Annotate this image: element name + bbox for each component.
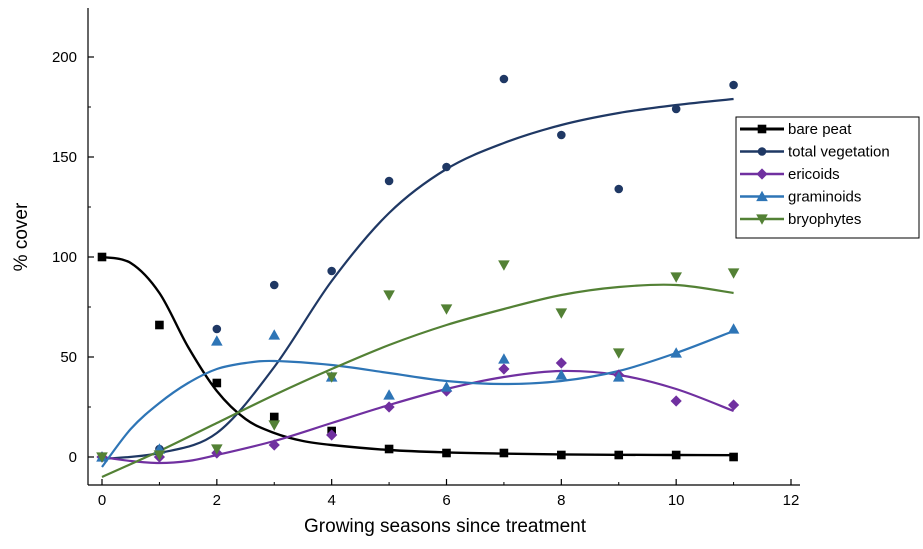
fit-line-bare-peat <box>101 255 734 457</box>
fit-line-total-vegetation <box>101 97 734 461</box>
point-bare-peat <box>212 378 222 388</box>
point-bryophytes <box>153 450 166 461</box>
point-ericoids <box>555 357 567 369</box>
point-graminoids <box>440 381 453 392</box>
point-bare-peat <box>384 444 394 454</box>
point-graminoids <box>498 353 510 364</box>
point-bryophytes <box>498 260 510 271</box>
legend-label-graminoids: graminoids <box>788 189 861 206</box>
x-tick-label: 4 <box>327 492 335 509</box>
point-graminoids <box>612 371 625 382</box>
fit-line-graminoids <box>101 329 734 468</box>
axes: 0 2 4 6 8 10 12 0 50 100 150 200 <box>52 8 800 509</box>
point-bare-peat <box>499 448 509 458</box>
y-tick-label: 150 <box>52 149 77 166</box>
point-bryophytes <box>440 304 453 315</box>
x-tick-label: 2 <box>213 492 221 509</box>
legend-label-total-vegetation: total vegetation <box>788 144 890 161</box>
point-ericoids <box>727 399 740 411</box>
point-bare-peat <box>155 320 164 330</box>
x-tick-label: 6 <box>442 492 450 509</box>
point-graminoids <box>727 323 740 334</box>
point-bare-peat <box>729 452 738 462</box>
point-graminoids <box>670 347 682 358</box>
point-ericoids <box>326 429 338 441</box>
point-total-vegetation <box>729 80 738 90</box>
legend-marker-bryophytes <box>756 214 768 225</box>
point-bryophytes <box>670 272 682 283</box>
point-total-vegetation <box>614 184 624 194</box>
point-graminoids <box>383 389 395 400</box>
point-bryophytes <box>268 420 281 431</box>
legend: bare peat total vegetation ericoids gramino… <box>735 116 920 239</box>
legend-label-ericoids: ericoids <box>788 166 840 183</box>
point-bare-peat <box>442 448 451 458</box>
point-bryophytes <box>555 308 568 319</box>
point-graminoids <box>268 329 281 340</box>
legend-marker-ericoids <box>756 168 768 180</box>
legend-marker-graminoids <box>756 190 768 202</box>
x-tick-label: 12 <box>783 492 800 509</box>
point-total-vegetation <box>557 130 566 140</box>
point-bryophytes <box>325 372 338 383</box>
point-bare-peat <box>671 450 681 460</box>
legend-marker-total-vegetation <box>757 147 767 156</box>
point-ericoids <box>498 363 510 375</box>
point-bryophytes <box>727 268 740 279</box>
y-axis-title: % cover <box>11 202 32 271</box>
x-axis-title: Growing seasons since treatment <box>304 516 587 537</box>
point-total-vegetation <box>499 74 509 84</box>
point-total-vegetation <box>442 162 451 172</box>
fit-lines <box>101 97 734 479</box>
point-total-vegetation <box>671 104 681 114</box>
point-bare-peat <box>269 412 279 422</box>
point-total-vegetation <box>269 280 279 290</box>
x-tick-label: 8 <box>557 492 565 509</box>
x-tick-label: 0 <box>98 492 106 509</box>
y-tick-label: 100 <box>52 249 77 266</box>
point-bryophytes <box>211 444 223 455</box>
point-bryophytes <box>612 348 625 359</box>
point-graminoids <box>211 335 223 346</box>
legend-label-bare-peat: bare peat <box>788 121 852 138</box>
point-bare-peat <box>557 450 566 460</box>
point-total-vegetation <box>212 324 222 334</box>
legend-marker-bare-peat <box>757 124 767 134</box>
point-ericoids <box>268 439 280 451</box>
y-tick-label: 200 <box>52 49 77 66</box>
point-bare-peat <box>614 450 624 460</box>
x-tick-label: 10 <box>668 492 685 509</box>
data-points <box>96 74 740 463</box>
point-bryophytes <box>383 290 395 301</box>
legend-label-bryophytes: bryophytes <box>788 211 861 228</box>
point-bare-peat <box>97 252 107 262</box>
fit-line-ericoids <box>101 369 734 465</box>
point-ericoids <box>383 401 395 413</box>
point-total-vegetation <box>384 176 394 186</box>
y-tick-label: 50 <box>60 349 77 366</box>
point-graminoids <box>555 369 568 380</box>
point-bryophytes <box>96 452 108 463</box>
fit-line-bryophytes <box>101 283 734 479</box>
point-ericoids <box>670 395 682 407</box>
y-tick-label: 0 <box>69 449 77 466</box>
point-total-vegetation <box>327 266 336 276</box>
